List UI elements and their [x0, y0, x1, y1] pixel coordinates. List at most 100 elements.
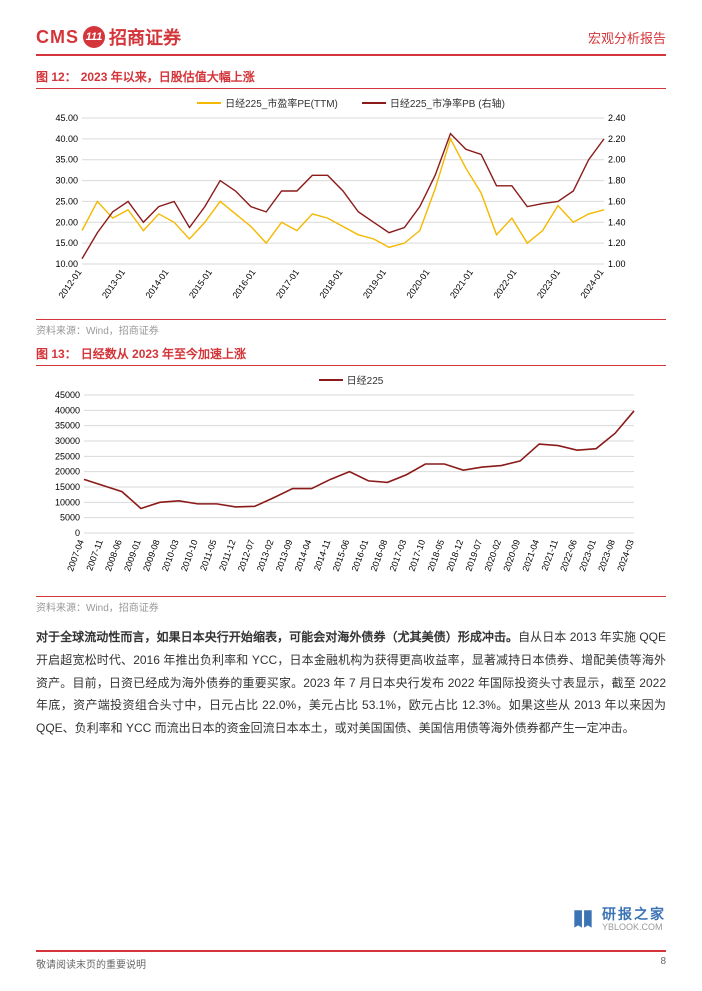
svg-text:2024-03: 2024-03	[615, 538, 636, 572]
svg-text:1.40: 1.40	[608, 217, 626, 227]
watermark-line2: YBLOOK.COM	[602, 923, 666, 933]
fig12-source: 资料来源：Wind，招商证券	[36, 319, 666, 337]
fig12-svg: 10.0015.0020.0025.0030.0035.0040.0045.00…	[36, 112, 646, 312]
svg-text:2009-01: 2009-01	[122, 538, 143, 572]
body-bold: 对于全球流动性而言，如果日本央行开始缩表，可能会对海外债券（尤其美债）形成冲击。	[36, 630, 518, 644]
footer-right: 8	[660, 956, 666, 971]
svg-text:35.00: 35.00	[55, 155, 78, 165]
fig13-title-text: 日经数从 2023 年至今加速上涨	[81, 347, 246, 361]
svg-text:2015-06: 2015-06	[331, 538, 352, 572]
svg-text:2012-01: 2012-01	[57, 267, 84, 300]
fig13-svg: 0 5000 10000 15000 20000 25000 30000 35000 40000…	[36, 389, 646, 589]
fig12-chart: 日经225_市盈率PE(TTM) 日经225_市净率PB (右轴) 10.001…	[36, 89, 666, 319]
svg-text:20.00: 20.00	[55, 217, 78, 227]
svg-text:2017-03: 2017-03	[388, 538, 409, 572]
svg-text:2019-07: 2019-07	[463, 538, 484, 572]
svg-text:2012-07: 2012-07	[236, 538, 257, 572]
fig12-legend-pb: 日经225_市净率PB (右轴)	[362, 95, 505, 110]
svg-text:2022-01: 2022-01	[492, 267, 519, 300]
svg-text:2011-12: 2011-12	[217, 538, 237, 572]
svg-text:2008-06: 2008-06	[103, 538, 124, 572]
svg-text:2024-01: 2024-01	[579, 267, 606, 300]
svg-text:30000: 30000	[55, 436, 80, 446]
svg-text:0: 0	[75, 528, 80, 538]
svg-text:2013-01: 2013-01	[100, 267, 127, 300]
body-rest: 自从日本 2013 年实施 QQE 开启超宽松时代、2016 年推出负利率和 Y…	[36, 630, 666, 735]
svg-text:2021-01: 2021-01	[448, 267, 475, 300]
svg-text:45000: 45000	[55, 390, 80, 400]
svg-text:2016-08: 2016-08	[369, 538, 390, 572]
fig12-title-text: 2023 年以来，日股估值大幅上涨	[81, 70, 255, 84]
svg-text:2023-01: 2023-01	[577, 538, 598, 572]
svg-text:2014-11: 2014-11	[312, 538, 332, 572]
svg-text:2020-09: 2020-09	[501, 538, 522, 572]
svg-text:1.80: 1.80	[608, 176, 626, 186]
svg-text:2023-08: 2023-08	[596, 538, 617, 572]
fig13-prefix: 图 13：	[36, 347, 77, 361]
svg-text:2.20: 2.20	[608, 134, 626, 144]
svg-text:2020-02: 2020-02	[482, 538, 503, 572]
svg-text:2018-01: 2018-01	[318, 267, 345, 300]
svg-text:2014-01: 2014-01	[144, 267, 171, 300]
svg-text:2016-01: 2016-01	[350, 538, 371, 572]
svg-text:25000: 25000	[55, 451, 80, 461]
fig13-chart: 日经225 0 5000 10000 15000 20000 25000 30000 3500…	[36, 366, 666, 596]
svg-text:5000: 5000	[60, 513, 80, 523]
svg-text:2013-02: 2013-02	[255, 538, 276, 572]
fig12-title: 图 12： 2023 年以来，日股估值大幅上涨	[36, 68, 666, 89]
svg-text:2021-11: 2021-11	[540, 538, 560, 572]
svg-text:25.00: 25.00	[55, 196, 78, 206]
svg-text:2017-10: 2017-10	[407, 538, 428, 572]
svg-text:2.00: 2.00	[608, 155, 626, 165]
svg-text:2021-04: 2021-04	[520, 538, 541, 572]
fig13-legend: 日经225	[36, 372, 666, 387]
svg-text:2.40: 2.40	[608, 113, 626, 123]
svg-text:2020-01: 2020-01	[405, 267, 432, 300]
watermark: 研报之家 YBLOOK.COM	[570, 907, 666, 933]
svg-text:2013-09: 2013-09	[274, 538, 295, 572]
svg-text:2018-05: 2018-05	[426, 538, 447, 572]
svg-text:10000: 10000	[55, 497, 80, 507]
svg-text:40000: 40000	[55, 405, 80, 415]
fig12-prefix: 图 12：	[36, 70, 77, 84]
svg-text:40.00: 40.00	[55, 134, 78, 144]
watermark-line1: 研报之家	[602, 907, 666, 922]
logo: CMS 111 招商证券	[36, 24, 181, 50]
logo-company: 招商证券	[109, 24, 181, 50]
fig12-legend: 日经225_市盈率PE(TTM) 日经225_市净率PB (右轴)	[36, 95, 666, 110]
svg-text:2018-12: 2018-12	[444, 538, 465, 572]
legend-line-icon	[197, 102, 221, 104]
logo-cms: CMS	[36, 27, 79, 48]
svg-text:2016-01: 2016-01	[231, 267, 258, 300]
svg-text:1.00: 1.00	[608, 259, 626, 269]
svg-text:2011-05: 2011-05	[198, 538, 218, 572]
svg-text:2023-01: 2023-01	[535, 267, 562, 300]
fig13-legend-nikkei: 日经225	[319, 372, 384, 387]
svg-text:20000: 20000	[55, 467, 80, 477]
body-paragraph: 对于全球流动性而言，如果日本央行开始缩表，可能会对海外债券（尤其美债）形成冲击。…	[36, 626, 666, 740]
legend-line-icon	[362, 102, 386, 104]
svg-text:2022-06: 2022-06	[558, 538, 579, 572]
fig13-source: 资料来源：Wind，招商证券	[36, 596, 666, 614]
svg-text:15000: 15000	[55, 482, 80, 492]
svg-text:45.00: 45.00	[55, 113, 78, 123]
logo-circle: 111	[83, 26, 105, 48]
book-icon	[570, 907, 596, 933]
header: CMS 111 招商证券 宏观分析报告	[36, 24, 666, 56]
svg-text:2010-10: 2010-10	[179, 538, 200, 572]
svg-text:15.00: 15.00	[55, 238, 78, 248]
svg-text:2015-01: 2015-01	[187, 267, 214, 300]
svg-text:1.60: 1.60	[608, 196, 626, 206]
footer: 敬请阅读末页的重要说明 8	[36, 950, 666, 971]
svg-text:2007-11: 2007-11	[84, 538, 104, 572]
svg-text:2017-01: 2017-01	[274, 267, 301, 300]
svg-text:2014-04: 2014-04	[293, 538, 314, 572]
fig13-title: 图 13： 日经数从 2023 年至今加速上涨	[36, 345, 666, 366]
svg-text:30.00: 30.00	[55, 176, 78, 186]
fig12-legend-pe: 日经225_市盈率PE(TTM)	[197, 95, 338, 110]
svg-text:1.20: 1.20	[608, 238, 626, 248]
svg-text:2009-08: 2009-08	[141, 538, 162, 572]
legend-line-icon	[319, 379, 343, 381]
footer-left: 敬请阅读末页的重要说明	[36, 956, 146, 971]
svg-text:35000: 35000	[55, 421, 80, 431]
